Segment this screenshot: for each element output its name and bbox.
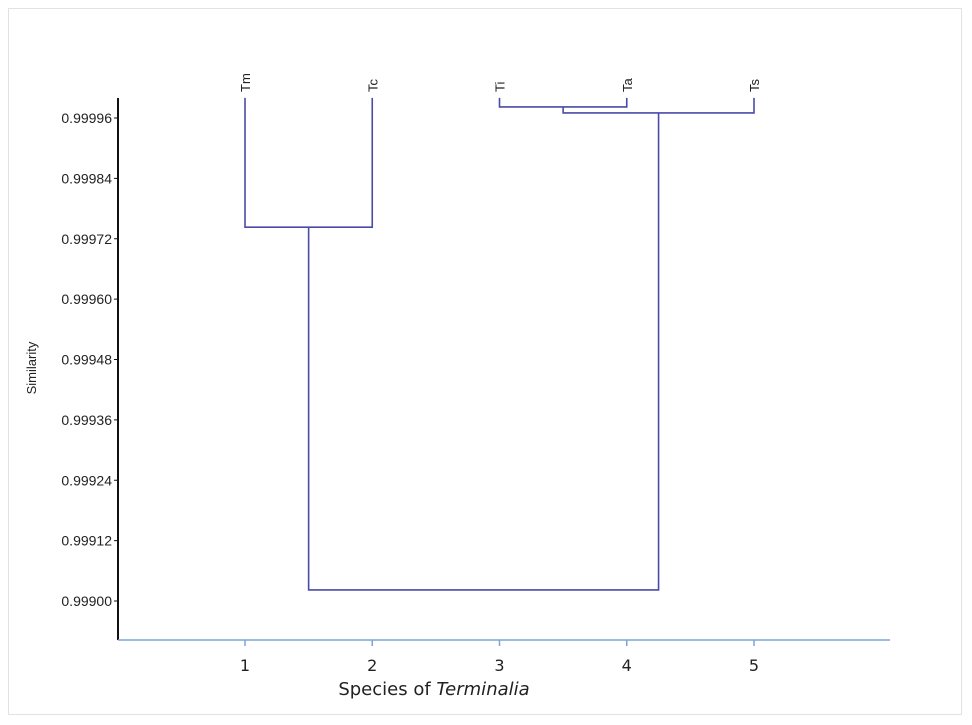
x-axis-label-prefix: Species of <box>338 679 436 700</box>
y-tick-label: 0.99972 <box>61 231 112 247</box>
leaf-label-tc: Tc <box>365 79 380 93</box>
y-axis-label: Similarity <box>24 341 39 394</box>
merge-link-tita-ts <box>562 97 755 114</box>
merge-link-ti-ta <box>498 97 628 108</box>
x-tick-label: 5 <box>749 656 759 675</box>
y-tick-label: 0.99936 <box>61 412 112 428</box>
x-tick-label: 1 <box>240 656 250 675</box>
leaf-label-tm: Tm <box>238 73 253 92</box>
merge-link-tm-tc <box>244 97 374 228</box>
figure-frame <box>8 8 962 715</box>
merge-link-tmtc-titats <box>307 112 660 591</box>
x-tick-label: 2 <box>367 656 377 675</box>
x-axis-label-genus: Terminalia <box>436 679 529 700</box>
y-tick-label: 0.99948 <box>61 352 112 368</box>
y-tick-label: 0.99996 <box>61 110 112 126</box>
leaf-label-ta: Ta <box>620 78 635 93</box>
leaf-label-ti: Ti <box>493 82 508 92</box>
x-tick-label: 4 <box>622 656 632 675</box>
y-tick-label: 0.99960 <box>61 291 112 307</box>
y-tick-label: 0.99924 <box>61 472 112 488</box>
leaf-label-ts: Ts <box>747 79 762 93</box>
dendrogram-links <box>244 97 755 591</box>
x-axis-label: Species of Terminalia <box>338 679 529 700</box>
y-tick-label: 0.99984 <box>61 170 112 186</box>
x-tick-label: 3 <box>494 656 504 675</box>
labels: 0.99996 0.99984 0.99972 0.99960 0.99948 0.999… <box>61 73 762 675</box>
y-tick-label: 0.99900 <box>61 593 112 609</box>
axes <box>114 98 890 646</box>
y-tick-label: 0.99912 <box>61 533 112 549</box>
